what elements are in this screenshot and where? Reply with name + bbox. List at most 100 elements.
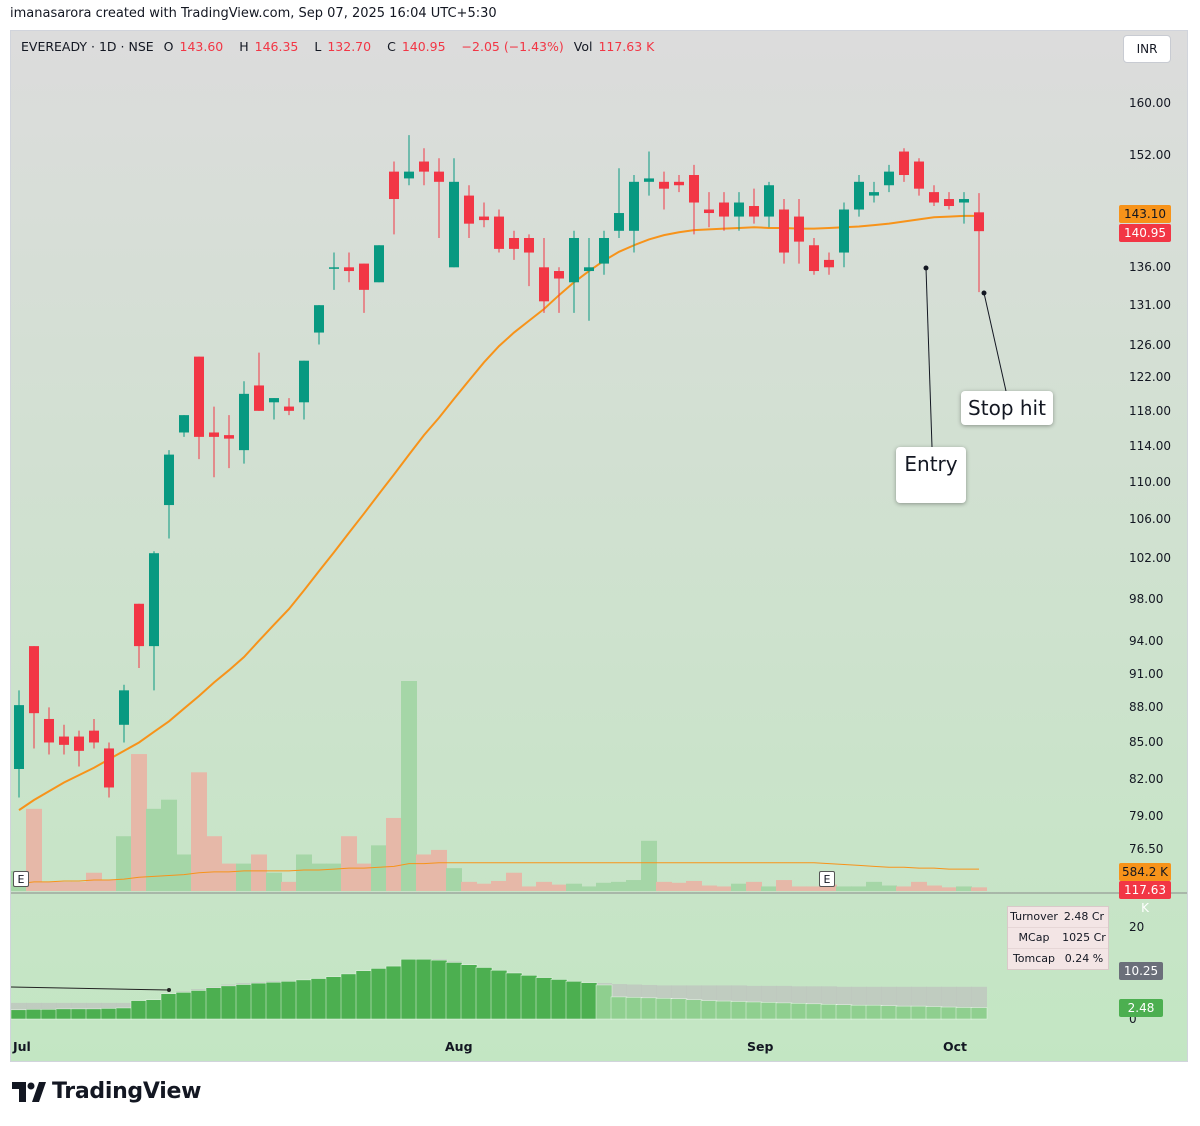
candle-body	[524, 238, 534, 253]
volume-bar	[296, 854, 312, 891]
candle	[314, 305, 324, 345]
volume-bar	[206, 836, 222, 891]
turnover-bar	[70, 1008, 88, 1020]
volume-bar	[836, 886, 852, 891]
turnover-bar	[880, 1005, 898, 1020]
candle-body	[224, 435, 234, 439]
earnings-marker[interactable]: E	[13, 871, 29, 887]
volume-bar	[131, 754, 147, 891]
candle-body	[464, 195, 474, 224]
volume-bar	[326, 863, 342, 891]
turnover-bar	[655, 998, 673, 1020]
volume-bar	[791, 886, 807, 891]
candle-body	[104, 748, 114, 788]
turnover-bar	[910, 1005, 928, 1020]
candle	[779, 199, 789, 264]
candle-body	[824, 259, 834, 268]
turnover-bar	[250, 982, 268, 1020]
candle	[89, 718, 99, 749]
candle	[554, 267, 564, 313]
legend-close: 140.95	[401, 39, 446, 54]
candle-body	[884, 171, 894, 186]
volume-bar	[191, 772, 207, 891]
turnover-bar	[475, 967, 493, 1020]
candle	[179, 415, 189, 437]
volume-bar	[896, 886, 912, 891]
candle-body	[599, 238, 609, 264]
turnover-bar	[760, 1002, 778, 1020]
price-tick: 114.00	[1129, 438, 1171, 453]
turnover-bar	[280, 981, 298, 1020]
stop-hit-annotation[interactable]: Stop hit	[961, 391, 1053, 425]
candle	[29, 646, 39, 749]
volume-bar	[596, 882, 612, 891]
price-tick: 136.00	[1129, 260, 1171, 275]
candle-body	[569, 238, 579, 283]
turnover-info-table: Turnover 2.48 Cr MCap 1025 Cr Tomcap 0.24 %	[1007, 906, 1109, 970]
brand-name: TradingView	[52, 1079, 202, 1104]
price-tick: 131.00	[1129, 298, 1171, 313]
turnover-bar	[490, 969, 508, 1020]
legend-vol-label: Vol	[573, 39, 593, 54]
volume-bar	[26, 808, 42, 891]
earnings-marker[interactable]: E	[819, 871, 835, 887]
candles[interactable]	[14, 135, 984, 798]
volume-bar	[926, 885, 942, 891]
candle	[509, 230, 519, 260]
candle-body	[299, 360, 309, 403]
currency-button[interactable]: INR	[1123, 35, 1171, 63]
turnover-trend-point	[167, 988, 171, 992]
legend-o-label: O	[163, 39, 174, 54]
candle-body	[269, 398, 279, 403]
volume-bar	[476, 883, 492, 891]
turnover-bar	[865, 1004, 883, 1020]
candle	[494, 209, 504, 253]
volume-bar	[311, 863, 327, 891]
stop-point	[981, 290, 987, 296]
chart-frame[interactable]: EVEREADY · 1D · NSE O 143.60 H 146.35 L 132…	[10, 30, 1188, 1062]
candle	[974, 193, 984, 293]
price-tick: 85.00	[1129, 735, 1164, 750]
candle	[839, 202, 849, 268]
ma-path	[18, 214, 979, 811]
info-key: Turnover	[1010, 910, 1058, 923]
volume-bars	[11, 681, 987, 891]
turnover-bar	[715, 1000, 733, 1020]
candle-body	[149, 553, 159, 647]
turnover-bar	[640, 997, 658, 1020]
turnover-bars	[11, 958, 988, 1020]
turnover-bar	[25, 1009, 43, 1020]
candle-body	[839, 209, 849, 253]
candle	[134, 603, 144, 668]
volume-ma-path	[18, 862, 979, 885]
candle	[584, 238, 594, 321]
turnover-trend-line	[11, 986, 170, 991]
volume-bar	[146, 808, 162, 891]
legend-l-label: L	[314, 39, 322, 54]
candle	[164, 450, 174, 539]
volume-bar	[581, 886, 597, 891]
candle	[209, 406, 219, 478]
candle-body	[89, 730, 99, 743]
tradingview-brand[interactable]: TradingView	[12, 1079, 201, 1104]
legend-high: 146.35	[254, 39, 299, 54]
turnover-tick-20: 20	[1129, 920, 1145, 934]
candle	[569, 230, 579, 313]
x-label-sep: Sep	[747, 1039, 774, 1054]
volume-bar	[221, 863, 237, 891]
volume-bar	[866, 881, 882, 891]
candle-body	[584, 267, 594, 272]
volume-bar	[716, 886, 732, 891]
volume-bar	[851, 886, 867, 891]
volume-bar	[776, 880, 792, 891]
candle	[659, 171, 669, 210]
candle-body	[59, 736, 69, 745]
candle-body	[389, 171, 399, 200]
volume-bar	[701, 885, 717, 891]
volume-bar	[416, 854, 432, 891]
price-chart[interactable]	[11, 31, 1188, 1062]
entry-annotation[interactable]: Entry	[896, 447, 966, 503]
candle	[764, 181, 774, 228]
volume-bar	[956, 886, 972, 891]
candle	[59, 724, 69, 755]
